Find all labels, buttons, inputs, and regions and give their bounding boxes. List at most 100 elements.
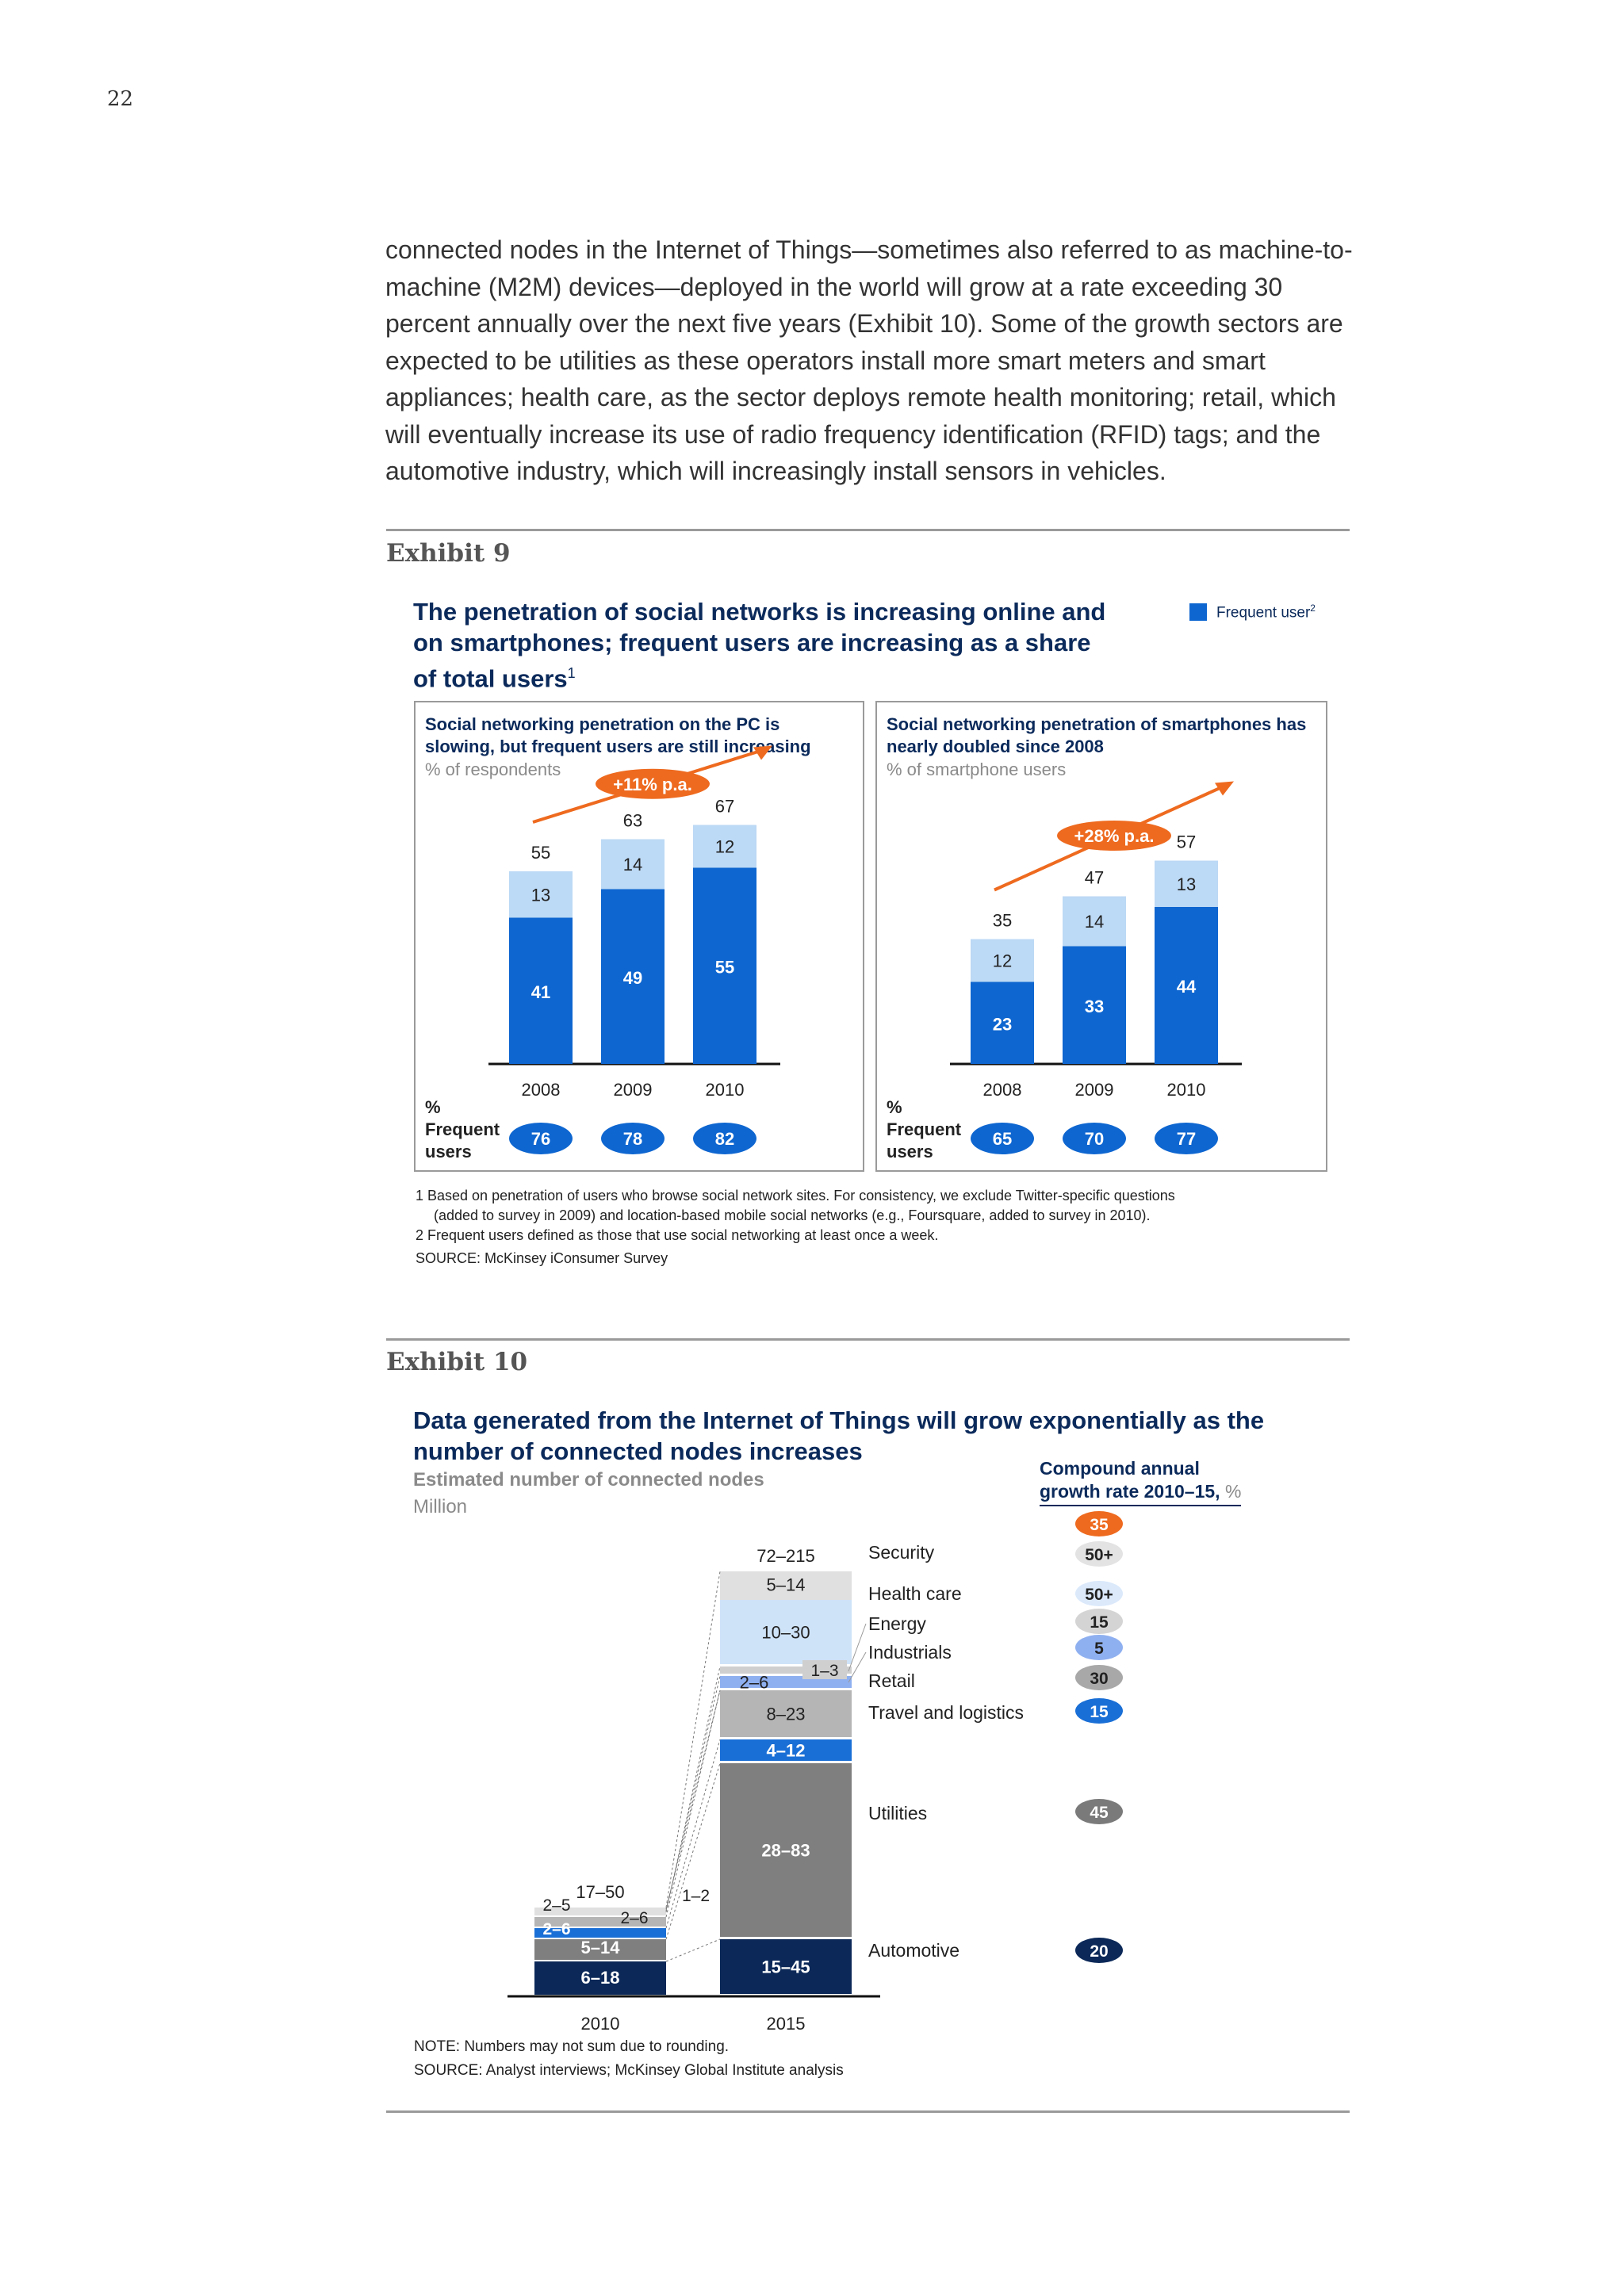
exhibit10-unit: Million (413, 1496, 468, 1517)
pc-share-badge-2008 (509, 1123, 573, 1154)
body-paragraph: connected nodes in the Internet of Thing… (385, 235, 1353, 485)
pc-growth-badge (596, 768, 710, 799)
smartphone-share-badge-2008 (971, 1123, 1034, 1154)
exhibit10-notes: NOTE: Numbers may not sum due to roundin… (414, 2035, 844, 2083)
iot-connector-4 (665, 1689, 721, 1918)
smartphone-label-total-2009: 47 (1085, 868, 1104, 888)
iot-value-2015-3: 8–23 (767, 1705, 806, 1724)
pc-label-frequent-2008: 41 (531, 982, 550, 1002)
pc-bar-other-2010 (693, 825, 756, 868)
legend-label-sup: 2 (1310, 603, 1316, 614)
cagr-header-line2: growth rate 2010–15, % (1040, 1480, 1241, 1503)
iot-bar-2010-3 (534, 1917, 666, 1927)
iot-value-2015-6: 10–30 (761, 1623, 810, 1643)
smartphone-label-frequent-2009: 33 (1085, 997, 1104, 1016)
exhibit10-subtitle: Estimated number of connected nodes (413, 1469, 764, 1490)
pc-xtick-2008: 2008 (522, 1080, 561, 1100)
iot-cagr-badge-5 (1075, 1609, 1123, 1634)
smartphone-row-label-1: Frequent (887, 1119, 962, 1139)
pc-bar-frequent-2009 (601, 889, 665, 1064)
cagr-header-unit: % (1224, 1481, 1242, 1502)
pc-share-badge-2009 (601, 1123, 665, 1154)
pc-label-total-2008: 55 (531, 843, 550, 863)
iot-cagr-value-4: 5 (1094, 1640, 1104, 1658)
pc-label-other-2008: 13 (531, 885, 550, 905)
iot-value-2010-1: 5–14 (581, 1938, 621, 1957)
iot-cagr-total-value: 35 (1090, 1516, 1109, 1534)
smartphone-bar-frequent-2009 (1063, 946, 1126, 1064)
pc-xtick-2010: 2010 (706, 1080, 745, 1100)
smartphone-label-total-2008: 35 (993, 911, 1012, 931)
iot-connector-0 (665, 1571, 721, 1908)
footnote-1: 1 Based on penetration of users who brow… (416, 1188, 1175, 1203)
smartphone-share-value-2008: 65 (993, 1129, 1012, 1149)
iot-category-0: Automotive (868, 1940, 959, 1961)
pc-xtick-2009: 2009 (614, 1080, 653, 1100)
iot-small-2010-label: 1–2 (682, 1887, 710, 1905)
pc-chart: 41 13 55 2008 76 49 14 63 2009 78 55 12 67 2010 82%Fre… (425, 745, 780, 1161)
iot-cagr-value-6: 50+ (1085, 1586, 1113, 1604)
smartphone-panel-subtitle: % of smartphone users (887, 760, 1067, 779)
legend-swatch-frequent (1189, 603, 1207, 622)
pc-bar-other-2008 (509, 871, 573, 918)
iot-connector-1 (665, 1938, 721, 1962)
pc-panel-title: Social networking penetration on the PC … (425, 714, 811, 756)
iot-category-3: Retail (868, 1670, 915, 1691)
smartphone-bar-other-2008 (971, 939, 1034, 982)
smartphone-label-frequent-2010: 44 (1177, 977, 1197, 997)
iot-xtick-2015: 2015 (767, 2014, 806, 2034)
smartphone-share-value-2009: 70 (1085, 1129, 1104, 1149)
smartphone-growth-badge (1057, 821, 1171, 851)
pc-share-value-2008: 76 (531, 1129, 550, 1149)
iot-category-7: Security (868, 1542, 935, 1563)
iot-value-2010-2: 2–6 (542, 1920, 570, 1938)
exhibit10-bottom-rule (386, 2110, 1350, 2113)
pc-chart-svg: 41 13 55 2008 76 49 14 63 2009 78 55 12 67 2010 82%Fre… (425, 745, 780, 1161)
pc-label-total-2010: 67 (715, 797, 734, 817)
footnote-2: 2 Frequent users defined as those that u… (416, 1227, 939, 1243)
smartphone-label-other-2009: 14 (1085, 912, 1104, 932)
iot-cagr-badge-3 (1075, 1665, 1123, 1690)
exhibit9-title-text: The penetration of social networks is in… (413, 598, 1106, 693)
smartphone-chart-svg: 23 12 35 2008 65 33 14 47 2009 70 44 13 57 2010 77%Fre… (887, 781, 1242, 1161)
smartphone-label-other-2010: 13 (1177, 874, 1196, 894)
iot-bar-2015-0 (720, 1939, 852, 1994)
cagr-header-line2-text: growth rate 2010–15, (1040, 1481, 1220, 1502)
pc-row-label-2: users (425, 1142, 472, 1161)
pc-label-other-2009: 14 (623, 855, 642, 874)
smartphone-xtick-2008: 2008 (983, 1080, 1022, 1100)
iot-value-2010-7: 2–5 (542, 1896, 570, 1915)
pc-share-value-2009: 78 (623, 1129, 642, 1149)
iot-cagr-badge-7 (1075, 1541, 1123, 1567)
cagr-header-line1: Compound annual (1040, 1458, 1200, 1479)
smartphone-bar-other-2010 (1155, 860, 1218, 907)
smartphone-chart: 23 12 35 2008 65 33 14 47 2009 70 44 13 57 2010 77%Fre… (887, 781, 1242, 1161)
exhibit10-source: SOURCE: Analyst interviews; McKinsey Glo… (414, 2062, 844, 2079)
iot-cagr-badge-2 (1075, 1698, 1123, 1724)
iot-value-2015-0: 15–45 (761, 1957, 810, 1977)
smartphone-panel: Social networking penetration of smartph… (875, 701, 1327, 1172)
iot-value-2015-4: 2–6 (740, 1673, 769, 1693)
cagr-header: Compound annual growth rate 2010–15, % (1040, 1457, 1242, 1506)
smartphone-row-label-2: users (887, 1142, 933, 1161)
exhibit9-top-rule (386, 529, 1350, 531)
iot-cagr-value-2: 15 (1090, 1703, 1109, 1721)
iot-cagr-badge-1 (1075, 1799, 1123, 1824)
iot-bar-2010-1 (534, 1939, 666, 1960)
pc-share-value-2010: 82 (715, 1129, 734, 1149)
smartphone-share-badge-2010 (1155, 1123, 1218, 1154)
pc-label-total-2009: 63 (623, 811, 642, 831)
iot-bar-2015-2 (720, 1739, 852, 1761)
iot-bar-2010-7 (534, 1908, 666, 1915)
iot-cagr-value-0: 20 (1090, 1942, 1108, 1961)
iot-category-5: Energy (868, 1613, 926, 1634)
iot-industrials-leader (848, 1651, 867, 1683)
smartphone-bar-other-2009 (1063, 896, 1126, 947)
iot-value-2015-1: 28–83 (761, 1841, 810, 1861)
iot-bar-2015-6 (720, 1600, 852, 1664)
legend-label-text: Frequent user (1216, 604, 1311, 622)
smartphone-bar-frequent-2010 (1155, 907, 1218, 1064)
page-number: 22 (107, 87, 134, 111)
smartphone-bar-frequent-2008 (971, 982, 1034, 1064)
smartphone-growth-arrow-head (1215, 781, 1234, 796)
